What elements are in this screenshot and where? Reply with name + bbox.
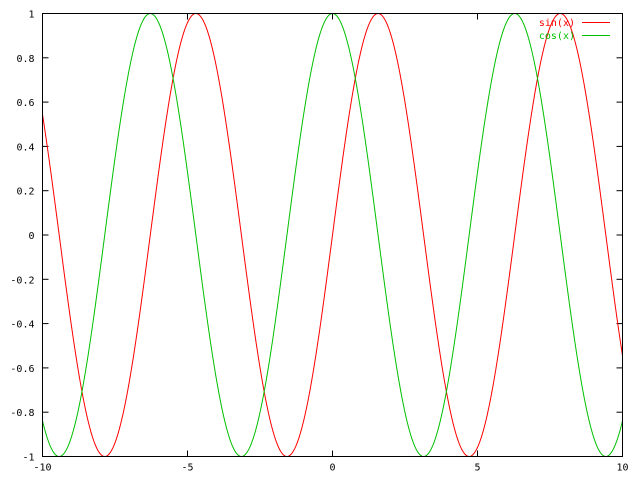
y-tick-label: -0.6 — [10, 364, 34, 375]
legend: sin(x) cos(x) — [539, 18, 610, 42]
y-tick-label: 1 — [28, 10, 34, 21]
x-tick-label: -5 — [181, 463, 193, 474]
plot-border — [42, 13, 623, 457]
y-tick-label: -1 — [22, 453, 34, 464]
x-tick-label: 5 — [474, 463, 480, 474]
series-line-sin — [42, 12, 623, 458]
y-tick-label: 0 — [28, 231, 34, 242]
y-tick-label: 0.4 — [16, 142, 34, 153]
x-tick-label: -10 — [33, 463, 51, 474]
y-tick-label: -0.2 — [10, 275, 34, 286]
legend-label: sin(x) — [539, 18, 575, 29]
y-tick-label: -0.4 — [10, 320, 34, 331]
legend-label: cos(x) — [539, 31, 575, 42]
y-tick-label: 0.8 — [16, 54, 34, 65]
y-tick-label: -0.8 — [10, 408, 34, 419]
y-tick-label: 0.6 — [16, 98, 34, 109]
x-tick-label: 0 — [329, 463, 335, 474]
x-tick-label: 10 — [616, 463, 628, 474]
y-tick-label: 0.2 — [16, 187, 34, 198]
